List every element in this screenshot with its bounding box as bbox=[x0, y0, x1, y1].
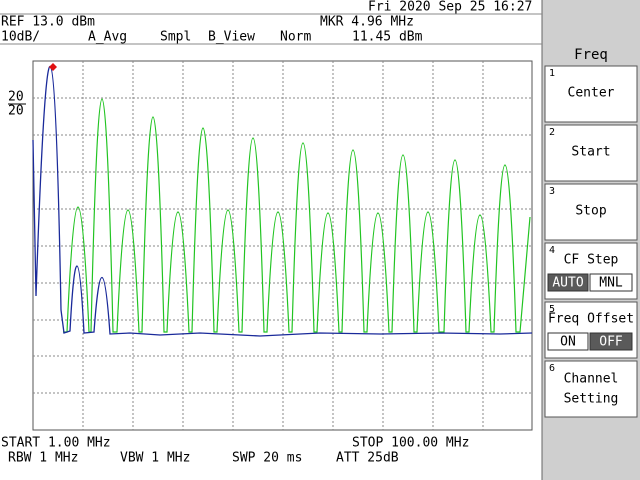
softkey-label: Freq Offset bbox=[548, 312, 634, 327]
mode: Norm bbox=[280, 30, 311, 45]
left-label: 20 bbox=[8, 90, 24, 105]
option: MNL bbox=[599, 276, 623, 291]
option-selected bbox=[589, 332, 633, 351]
trace-b: B_View bbox=[208, 30, 255, 45]
attenuation: ATT 25dB bbox=[336, 451, 399, 466]
option: OFF bbox=[599, 335, 623, 350]
marker-freq: MKR 4.96 MHz bbox=[320, 15, 414, 30]
sweep: SWP 20 ms bbox=[232, 451, 302, 466]
softkey-frame bbox=[544, 360, 638, 418]
softkey-label: Start bbox=[571, 145, 610, 160]
softkey-label: Channel bbox=[564, 372, 619, 387]
datetime: Fri 2020 Sep 25 16:27 bbox=[368, 0, 532, 15]
grid bbox=[33, 61, 532, 430]
softkey-label: Setting bbox=[564, 392, 619, 407]
start-freq: START 1.00 MHz bbox=[1, 436, 111, 451]
trace-a: A_Avg bbox=[88, 30, 127, 45]
softkey-number: 3 bbox=[549, 186, 555, 197]
trace-a bbox=[32, 65, 533, 337]
option-frame bbox=[589, 273, 633, 292]
softkey-label: CF Step bbox=[564, 253, 619, 268]
option: AUTO bbox=[552, 276, 583, 291]
rbw: RBW 1 MHz bbox=[8, 451, 78, 466]
softkey-label: Stop bbox=[575, 204, 606, 219]
softkey-number: 1 bbox=[549, 68, 555, 79]
softkey-number: 4 bbox=[549, 245, 555, 256]
softkey[interactable]: 2 Start bbox=[544, 124, 638, 182]
softkey[interactable]: 1 Center bbox=[544, 65, 638, 123]
softkey-number: 5 bbox=[549, 304, 555, 315]
ref-level: REF 13.0 dBm bbox=[1, 15, 95, 30]
softkey-number: 2 bbox=[549, 127, 555, 138]
menu-title: Freq bbox=[574, 47, 608, 63]
softkey-number: 6 bbox=[549, 363, 555, 374]
stop-freq: STOP 100.00 MHz bbox=[352, 436, 469, 451]
detector: Smpl bbox=[160, 30, 191, 45]
scale: 10dB/ bbox=[1, 30, 40, 45]
marker bbox=[49, 63, 57, 71]
softkey-frame bbox=[544, 124, 638, 182]
graticule bbox=[32, 60, 533, 431]
softkey[interactable]: 5 Freq Offset ON OFF bbox=[544, 301, 638, 359]
softkey-frame bbox=[544, 183, 638, 241]
left-label: 20 bbox=[8, 104, 24, 119]
softkey[interactable]: 6 Channel Setting bbox=[544, 360, 638, 418]
marker-level: 11.45 dBm bbox=[352, 30, 423, 45]
softkey[interactable]: 3 Stop bbox=[544, 183, 638, 241]
softkey[interactable]: 4 CF Step AUTO MNL bbox=[544, 242, 638, 300]
option-frame bbox=[547, 332, 589, 351]
softkey-label: Center bbox=[568, 86, 615, 101]
softkey-frame bbox=[544, 65, 638, 123]
option-selected bbox=[547, 273, 589, 292]
option: ON bbox=[560, 335, 576, 350]
vbw: VBW 1 MHz bbox=[120, 451, 190, 466]
trace-b bbox=[63, 98, 531, 333]
